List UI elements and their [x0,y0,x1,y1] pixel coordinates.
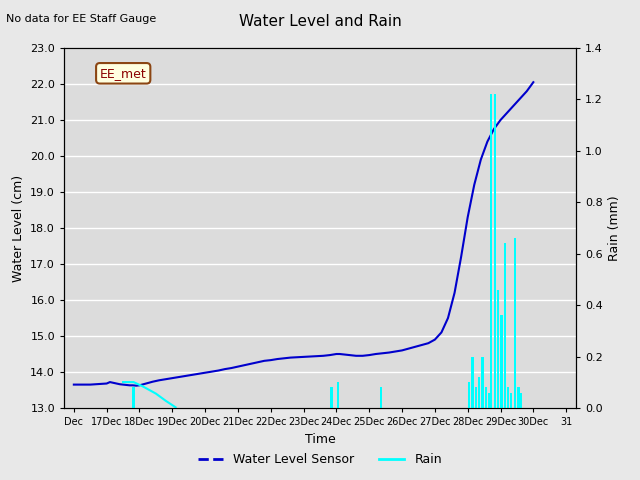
Bar [514,238,516,408]
Bar [478,377,481,408]
Bar [494,94,496,408]
Bar [484,387,487,408]
Bar [330,387,333,408]
Text: EE_met: EE_met [100,67,147,80]
Bar [490,94,492,408]
Bar [497,290,499,408]
Bar [504,243,506,408]
Bar [337,382,339,408]
Y-axis label: Rain (mm): Rain (mm) [609,195,621,261]
Bar [517,387,520,408]
Y-axis label: Water Level (cm): Water Level (cm) [12,174,24,282]
Bar [472,357,474,408]
Text: Water Level and Rain: Water Level and Rain [239,14,401,29]
Bar [488,393,490,408]
Bar [500,315,502,408]
Bar [507,387,509,408]
Bar [510,393,513,408]
Bar [520,393,522,408]
Bar [475,387,477,408]
Bar [481,357,484,408]
Bar [132,387,135,408]
Bar [380,387,382,408]
Legend: Water Level Sensor, Rain: Water Level Sensor, Rain [193,448,447,471]
Bar [468,382,470,408]
Text: No data for EE Staff Gauge: No data for EE Staff Gauge [6,14,157,24]
X-axis label: Time: Time [305,432,335,445]
